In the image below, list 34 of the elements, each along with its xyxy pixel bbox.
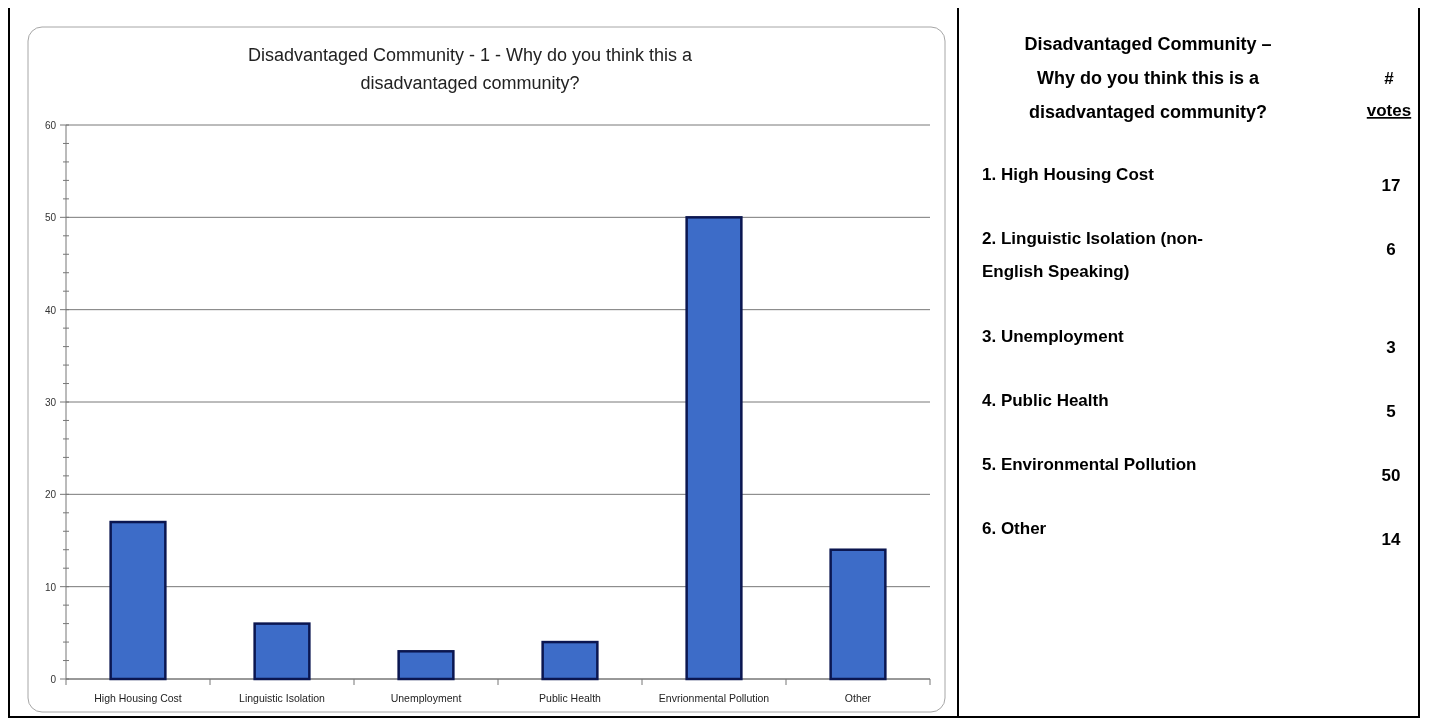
category-label: 4. Public Health: [982, 391, 1109, 410]
bar: [685, 216, 743, 681]
y-tick-label: 20: [44, 489, 57, 501]
bar: [253, 622, 311, 681]
x-tick-label: Unemployment: [390, 692, 462, 704]
chart-title: Disadvantaged Community - 1 - Why do you think this a disadvantaged community?: [247, 45, 694, 93]
data-label: 3: [1386, 338, 1396, 357]
category-label: 6. Other: [982, 519, 1047, 538]
text: Disadvantaged Community – Why do you think this is a disadvantaged community?: [1024, 34, 1272, 122]
x-tick-label: High Housing Cost: [94, 692, 182, 704]
data-label: 14: [1381, 530, 1401, 549]
bar: [541, 640, 599, 681]
bar: [829, 548, 887, 681]
category-label: 5. Environmental Pollution: [982, 455, 1197, 474]
category-label: 1. High Housing Cost: [982, 165, 1155, 184]
legend-title: # votes: [1366, 69, 1412, 120]
y-tick-label: 50: [44, 212, 57, 224]
data-label: 17: [1381, 176, 1401, 195]
y-tick-label: 0: [50, 674, 57, 685]
data-label: 50: [1381, 466, 1401, 485]
x-tick-label: Envrionmental Pollution: [658, 692, 770, 704]
category-label: 3. Unemployment: [982, 327, 1125, 346]
x-tick-label: Other: [844, 692, 872, 704]
bar: [397, 650, 455, 681]
x-tick-label: Public Health: [539, 692, 602, 704]
y-tick-label: 40: [44, 304, 57, 316]
y-tick-label: 30: [44, 397, 57, 408]
data-label: 6: [1386, 240, 1396, 259]
x-tick-label: Linguistic Isolation: [239, 692, 326, 704]
data-label: 5: [1386, 402, 1396, 421]
category-label: 2. Linguistic Isolation (non-English Speaking): [982, 229, 1203, 281]
y-tick-label: 10: [44, 581, 57, 593]
y-tick-label: 60: [44, 120, 57, 131]
bar: [109, 520, 167, 681]
